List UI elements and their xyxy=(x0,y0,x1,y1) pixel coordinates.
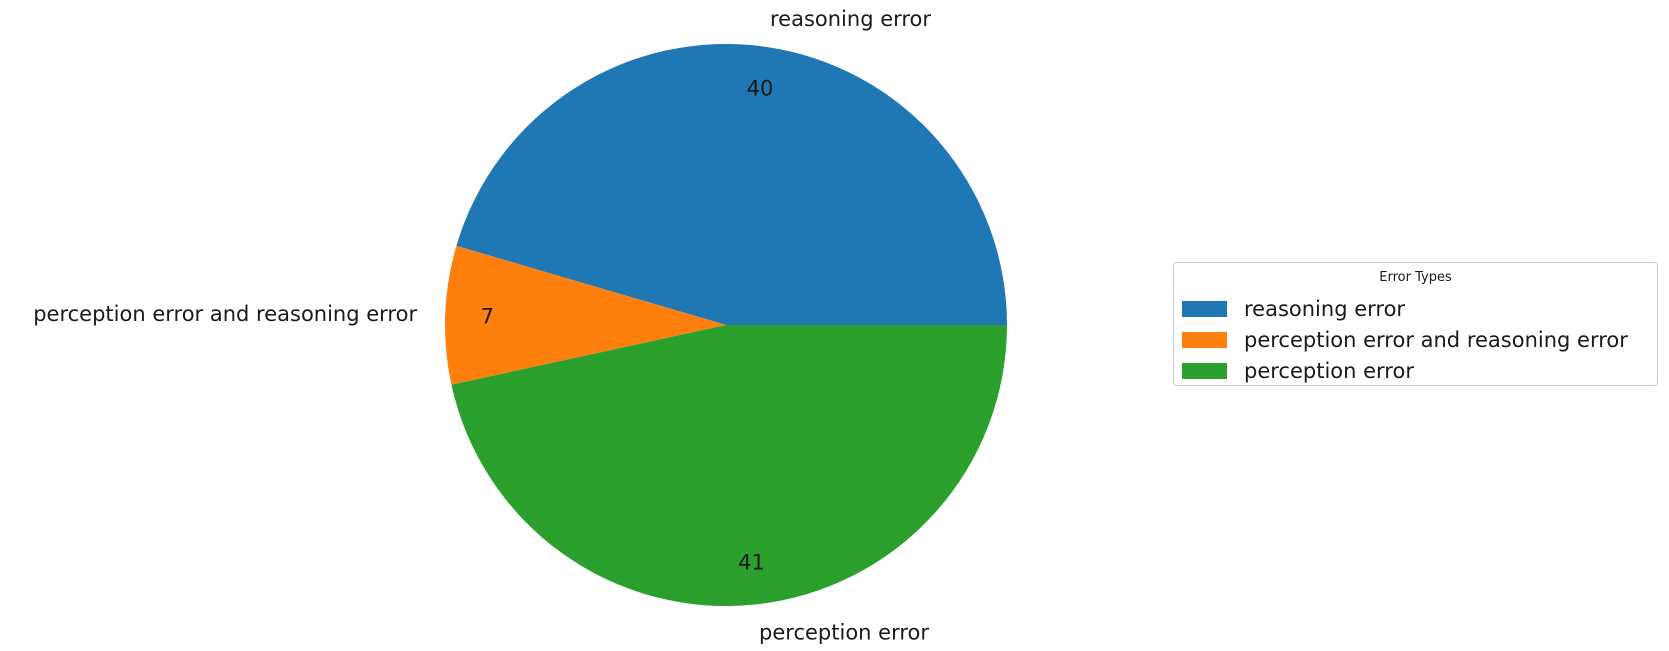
category-label-perception-error-and-reasoning-error: perception error and reasoning error xyxy=(33,302,417,326)
legend-entry-perception-error-and-reasoning-error: perception error and reasoning error xyxy=(1182,324,1628,355)
legend-entry-reasoning-error: reasoning error xyxy=(1182,293,1628,324)
legend: Error Types reasoning error perception er… xyxy=(1173,262,1658,386)
legend-swatch xyxy=(1182,362,1227,379)
pie-slice-reasoning-error xyxy=(456,44,1008,326)
legend-label: perception error and reasoning error xyxy=(1244,327,1628,352)
value-label-reasoning-error: 40 xyxy=(747,77,774,101)
legend-swatch xyxy=(1182,331,1227,348)
value-label-perception-error: 41 xyxy=(738,550,765,574)
pie-slice-perception-error xyxy=(451,325,1007,606)
pie-category-labels: reasoning error perception error and reas… xyxy=(33,7,931,644)
pie-slice-perception-error-and-reasoning-error xyxy=(444,245,726,385)
category-label-reasoning-error: reasoning error xyxy=(770,7,931,31)
pie-value-labels: 40 7 41 xyxy=(481,77,774,575)
legend-label: reasoning error xyxy=(1244,296,1406,321)
category-label-perception-error: perception error xyxy=(759,620,929,644)
legend-swatch xyxy=(1182,300,1227,317)
legend-items: reasoning error perception error and reas… xyxy=(1182,293,1628,386)
value-label-perception-error-and-reasoning-error: 7 xyxy=(481,304,494,328)
legend-label: perception error xyxy=(1244,358,1414,383)
legend-title: Error Types xyxy=(1379,270,1452,285)
pie-slices xyxy=(444,44,1008,606)
legend-entry-perception-error: perception error xyxy=(1182,355,1628,386)
